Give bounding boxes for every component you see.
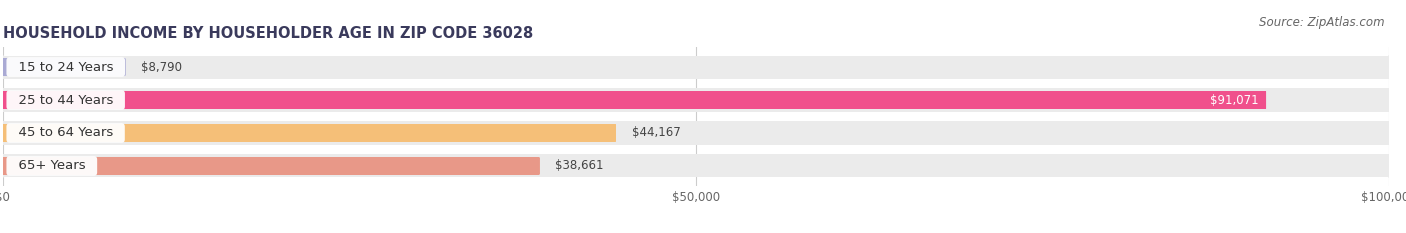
Text: Source: ZipAtlas.com: Source: ZipAtlas.com [1260, 16, 1385, 29]
Text: 25 to 44 Years: 25 to 44 Years [10, 93, 121, 106]
Bar [3, 58, 125, 76]
Bar [3, 157, 538, 175]
Text: HOUSEHOLD INCOME BY HOUSEHOLDER AGE IN ZIP CODE 36028: HOUSEHOLD INCOME BY HOUSEHOLDER AGE IN Z… [3, 26, 533, 41]
Text: $91,071: $91,071 [1209, 93, 1258, 106]
Text: $38,661: $38,661 [555, 159, 605, 172]
Text: 45 to 64 Years: 45 to 64 Years [10, 127, 121, 140]
Text: 65+ Years: 65+ Years [10, 159, 94, 172]
Bar [3, 89, 1389, 112]
Bar [3, 154, 1389, 178]
Bar [3, 55, 1389, 79]
Text: $8,790: $8,790 [142, 61, 183, 74]
Bar [3, 124, 614, 142]
Text: $44,167: $44,167 [631, 127, 681, 140]
Bar [3, 91, 1265, 109]
Bar [3, 121, 1389, 144]
Text: 15 to 24 Years: 15 to 24 Years [10, 61, 122, 74]
